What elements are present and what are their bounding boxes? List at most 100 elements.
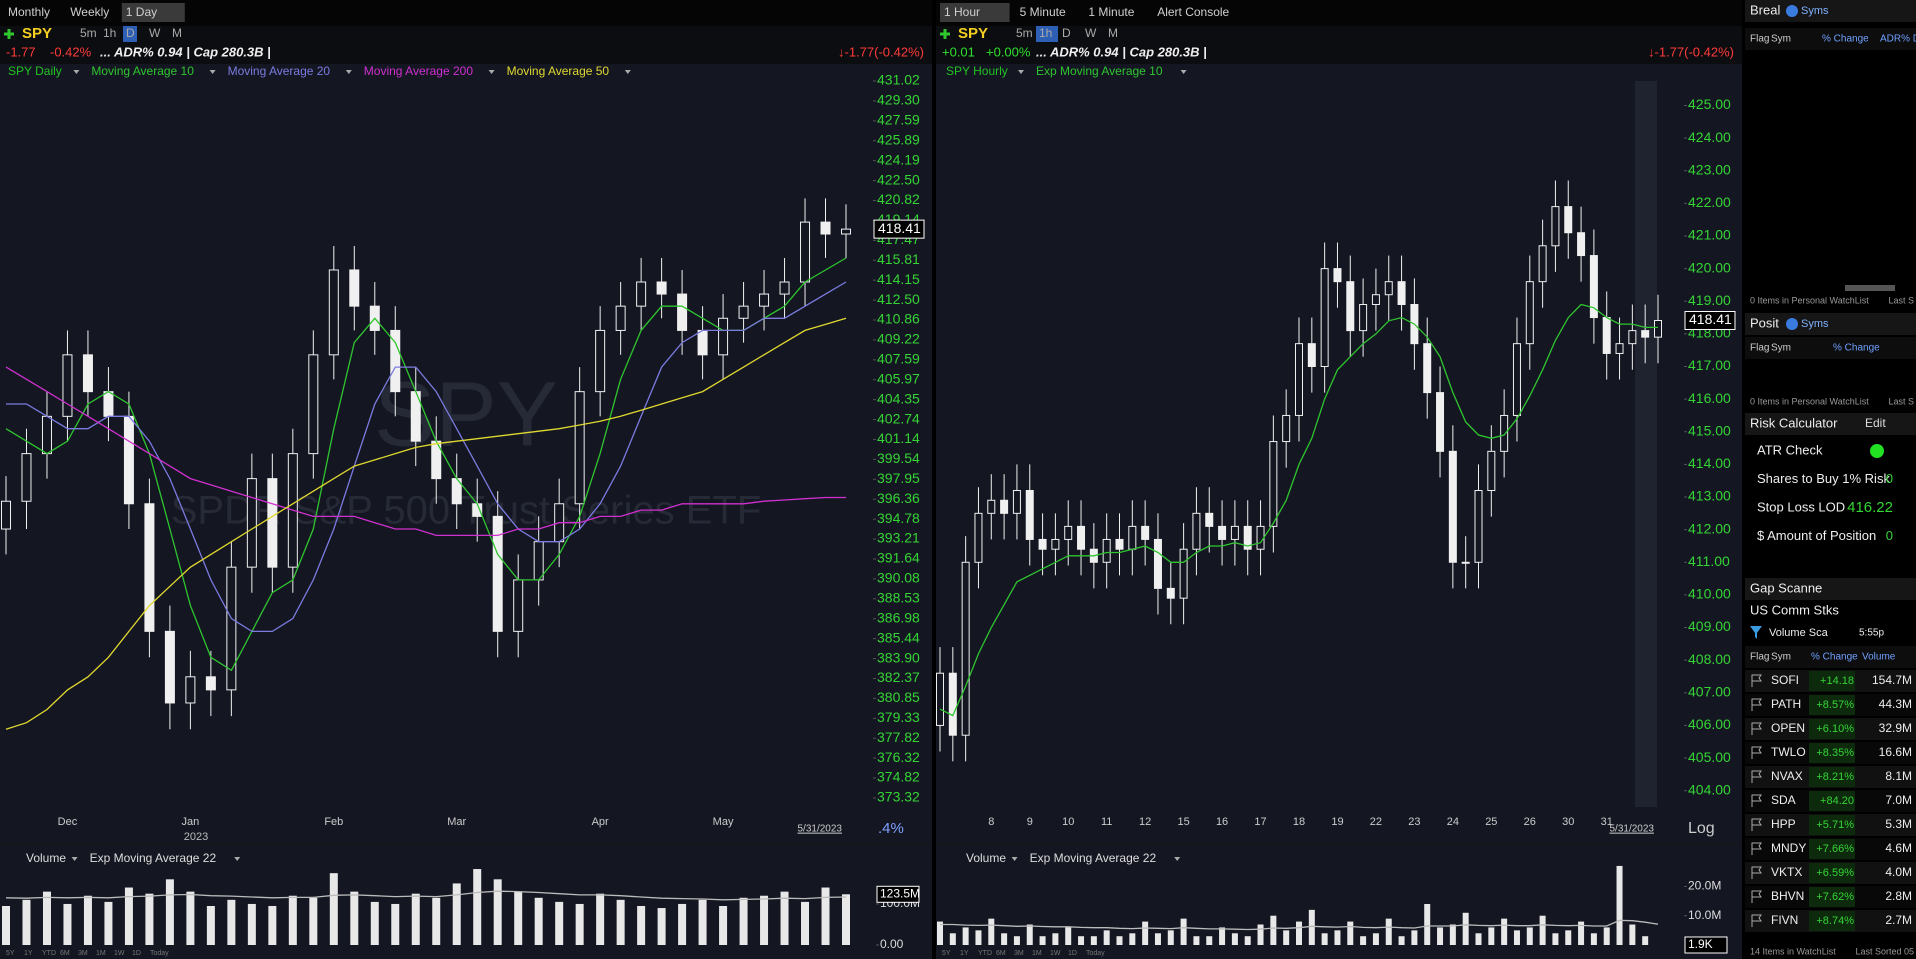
column-header-label[interactable]: Sym <box>1771 343 1791 354</box>
volume-bar <box>1219 927 1226 945</box>
scale-button[interactable]: Log <box>1688 820 1715 837</box>
range-button[interactable]: 1Y <box>960 950 969 957</box>
column-header-label[interactable]: % Change <box>1811 652 1858 663</box>
range-button[interactable]: Today <box>1086 950 1105 957</box>
legend-entry[interactable]: Volume <box>966 851 1006 865</box>
symbol[interactable]: FIVN <box>1771 913 1798 927</box>
y-tick-label: 421.00 <box>1688 227 1731 243</box>
range-button[interactable]: 1Y <box>24 950 33 957</box>
timeframe[interactable]: D <box>1062 26 1071 40</box>
scanner-list[interactable]: US Comm Stks <box>1750 602 1839 617</box>
y-tick-label: 420.00 <box>1688 259 1731 275</box>
column-header-label[interactable]: Sym <box>1771 652 1791 663</box>
timeframe[interactable]: M <box>172 26 182 40</box>
candle-body <box>21 453 32 502</box>
range-button[interactable]: YTD <box>42 950 56 957</box>
timeframe[interactable]: 1h <box>1039 26 1052 40</box>
volume-bar <box>473 869 482 945</box>
y-tick-label: 408.00 <box>1688 651 1731 667</box>
tab[interactable]: 1 Day <box>126 5 157 19</box>
column-header-label[interactable]: Flag <box>1750 34 1769 45</box>
symbol[interactable]: NVAX <box>1771 769 1803 783</box>
legend-entry[interactable]: Volume <box>26 851 66 865</box>
tab[interactable]: Weekly <box>70 5 109 19</box>
legend-entry[interactable]: Moving Average 50 <box>507 64 610 78</box>
volume-bar <box>1103 930 1110 945</box>
range-button[interactable]: 1M <box>96 950 106 957</box>
timeframe[interactable]: W <box>1085 26 1097 40</box>
range-button[interactable]: YTD <box>978 950 992 957</box>
legend-entry[interactable]: Exp Moving Average 22 <box>90 851 217 865</box>
timeframe[interactable]: 5m <box>80 26 97 40</box>
y-tick-label: 402.74 <box>877 410 920 426</box>
candle-body <box>1115 538 1124 550</box>
symbol[interactable]: SDA <box>1771 793 1796 807</box>
tab[interactable]: 1 Hour <box>944 5 980 19</box>
column-header-label[interactable]: % Change <box>1833 343 1880 354</box>
symbol[interactable]: SPY <box>958 25 988 42</box>
timeframe[interactable]: W <box>149 26 161 40</box>
range-button[interactable]: 6M <box>996 950 1006 957</box>
panel-button[interactable]: Syms <box>1801 318 1829 330</box>
range-button[interactable]: 1D <box>1068 950 1077 957</box>
symbol[interactable]: TWLO <box>1771 745 1806 759</box>
y-tick-label: 425.89 <box>877 131 920 147</box>
symbol[interactable]: VKTX <box>1771 865 1802 879</box>
column-header-label[interactable]: ADR% D <box>1880 34 1916 45</box>
range-button[interactable]: 1M <box>1032 950 1042 957</box>
edit-button[interactable]: Edit <box>1865 416 1886 430</box>
timeframe[interactable]: 1h <box>103 26 116 40</box>
pct-change: +6.59% <box>1816 867 1854 879</box>
range-button[interactable]: 3M <box>78 950 88 957</box>
flag-icon <box>1751 674 1762 687</box>
range-button[interactable]: 3M <box>1014 950 1024 957</box>
tab[interactable]: 5 Minute <box>1020 5 1066 19</box>
legend-entry[interactable]: SPY Hourly <box>946 64 1008 78</box>
column-header-label[interactable]: Sym <box>1771 34 1791 45</box>
y-tick-label: 373.32 <box>877 789 920 805</box>
symbol[interactable]: SOFI <box>1771 673 1799 687</box>
timeframe[interactable]: D <box>126 26 135 40</box>
range-button[interactable]: 6M <box>60 950 70 957</box>
symbol[interactable]: MNDY <box>1771 841 1806 855</box>
column-header-label[interactable]: % Change <box>1822 34 1869 45</box>
legend-entry[interactable]: Moving Average 20 <box>228 64 331 78</box>
timeframe[interactable]: M <box>1108 26 1118 40</box>
axis-suffix: .4% <box>878 820 904 837</box>
range-button[interactable]: 1W <box>1050 950 1061 957</box>
panel-button[interactable]: Syms <box>1801 5 1829 17</box>
column-header-label[interactable]: Flag <box>1750 652 1769 663</box>
range-button[interactable]: 5Y <box>6 950 15 957</box>
candle-body <box>1589 255 1598 319</box>
symbol[interactable]: BHVN <box>1771 889 1804 903</box>
tab[interactable]: Monthly <box>8 5 50 19</box>
column-header-label[interactable]: Flag <box>1750 343 1769 354</box>
candle-body <box>1320 268 1329 368</box>
legend-entry[interactable]: Exp Moving Average 22 <box>1030 851 1157 865</box>
symbol[interactable]: SPY <box>22 25 52 42</box>
volume-bar <box>1283 930 1290 945</box>
symbol[interactable]: OPEN <box>1771 721 1805 735</box>
y-tick-label: 419.00 <box>1688 292 1731 308</box>
range-button[interactable]: Today <box>150 950 169 957</box>
legend-entry[interactable]: Moving Average 10 <box>91 64 194 78</box>
legend-entry[interactable]: Moving Average 200 <box>364 64 474 78</box>
legend-entry[interactable]: SPY Daily <box>8 64 62 78</box>
y-tick-label: 391.64 <box>877 550 920 566</box>
add-icon <box>1786 5 1798 17</box>
symbol[interactable]: PATH <box>1771 697 1801 711</box>
candle-body <box>1179 548 1188 599</box>
symbol[interactable]: HPP <box>1771 817 1796 831</box>
tab[interactable]: Alert Console <box>1157 5 1229 19</box>
volume-bar <box>949 933 956 945</box>
range-button[interactable]: 1D <box>132 950 141 957</box>
panel-title: Posit <box>1750 315 1779 330</box>
range-button[interactable]: 5Y <box>942 950 951 957</box>
range-button[interactable]: 1W <box>114 950 125 957</box>
tab[interactable]: 1 Minute <box>1088 5 1134 19</box>
y-tick-label: 404.00 <box>1688 781 1731 797</box>
column-header-label[interactable]: Volume <box>1862 652 1896 663</box>
timeframe[interactable]: 5m <box>1016 26 1033 40</box>
legend-entry[interactable]: Exp Moving Average 10 <box>1036 64 1163 78</box>
volume-bar <box>937 921 943 945</box>
